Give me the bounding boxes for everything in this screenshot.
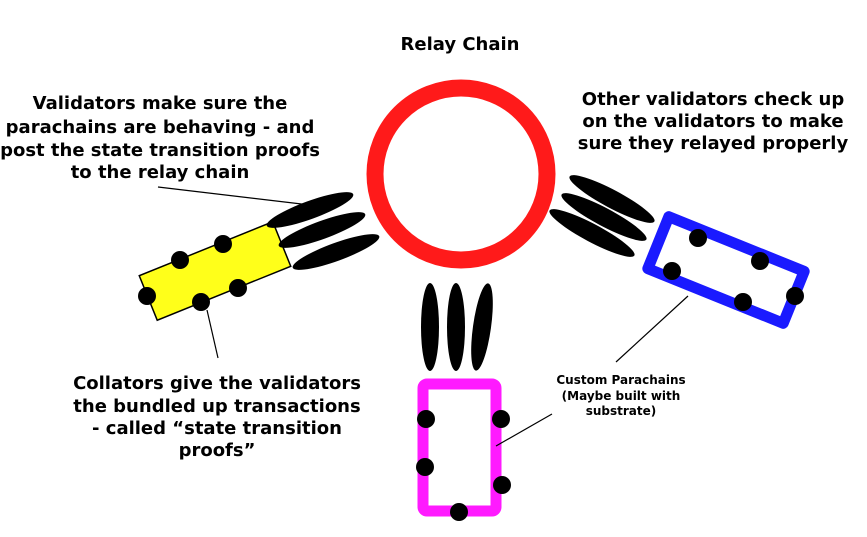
relay-chain-title: Relay Chain bbox=[401, 34, 520, 55]
pointer-custom-parachains bbox=[495, 413, 553, 447]
annotation-line: post the state transition proofs bbox=[0, 140, 320, 161]
annotation-line: parachains are behaving - and bbox=[6, 117, 315, 138]
collator-node bbox=[171, 251, 189, 269]
pointer-validators bbox=[157, 186, 311, 206]
annotation-line: - called “state transition bbox=[92, 418, 342, 439]
collator-node bbox=[417, 410, 435, 428]
annotation-line: (Maybe built with bbox=[562, 389, 681, 403]
collator-node bbox=[138, 287, 156, 305]
validator bbox=[447, 283, 465, 371]
validator bbox=[569, 175, 655, 223]
collator-node bbox=[786, 287, 804, 305]
parachain-yellow bbox=[138, 220, 292, 322]
validator bbox=[561, 193, 647, 241]
validator bbox=[266, 192, 354, 228]
collator-node bbox=[229, 279, 247, 297]
annotation-validators: Validators make sure the parachains are … bbox=[0, 93, 320, 183]
collator-node bbox=[416, 458, 434, 476]
collator-node bbox=[492, 410, 510, 428]
validator bbox=[292, 234, 380, 270]
collator-node bbox=[493, 476, 511, 494]
collator-node bbox=[214, 235, 232, 253]
validator bbox=[421, 283, 439, 371]
relay-chain-ring bbox=[366, 79, 556, 269]
validator bbox=[471, 283, 493, 371]
pointer-other-validators bbox=[615, 295, 689, 363]
annotation-line: proofs” bbox=[179, 440, 256, 461]
parachain-magenta bbox=[417, 378, 502, 517]
collator-node bbox=[734, 293, 752, 311]
annotation-line: Custom Parachains bbox=[556, 373, 685, 387]
validator bbox=[278, 212, 366, 248]
annotation-collators: Collators give the validators the bundle… bbox=[73, 373, 361, 461]
annotation-line: on the validators to make bbox=[582, 111, 843, 132]
annotation-line: to the relay chain bbox=[71, 162, 250, 183]
collator-node bbox=[450, 503, 468, 521]
validator bbox=[549, 209, 635, 257]
annotation-line: Validators make sure the bbox=[33, 93, 288, 114]
annotation-line: substrate) bbox=[586, 404, 657, 418]
annotation-other-validators: Other validators check up on the validat… bbox=[578, 89, 849, 154]
annotation-line: Collators give the validators bbox=[73, 373, 361, 394]
collator-node bbox=[689, 229, 707, 247]
collator-node bbox=[192, 293, 210, 311]
collator-node bbox=[663, 262, 681, 280]
annotation-line: the bundled up transactions bbox=[73, 396, 360, 417]
annotation-line: Other validators check up bbox=[582, 89, 845, 110]
annotation-line: sure they relayed properly bbox=[578, 133, 849, 154]
pointer-collators bbox=[206, 309, 219, 359]
annotation-custom-parachains: Custom Parachains (Maybe built with subs… bbox=[556, 373, 685, 418]
collator-node bbox=[751, 252, 769, 270]
